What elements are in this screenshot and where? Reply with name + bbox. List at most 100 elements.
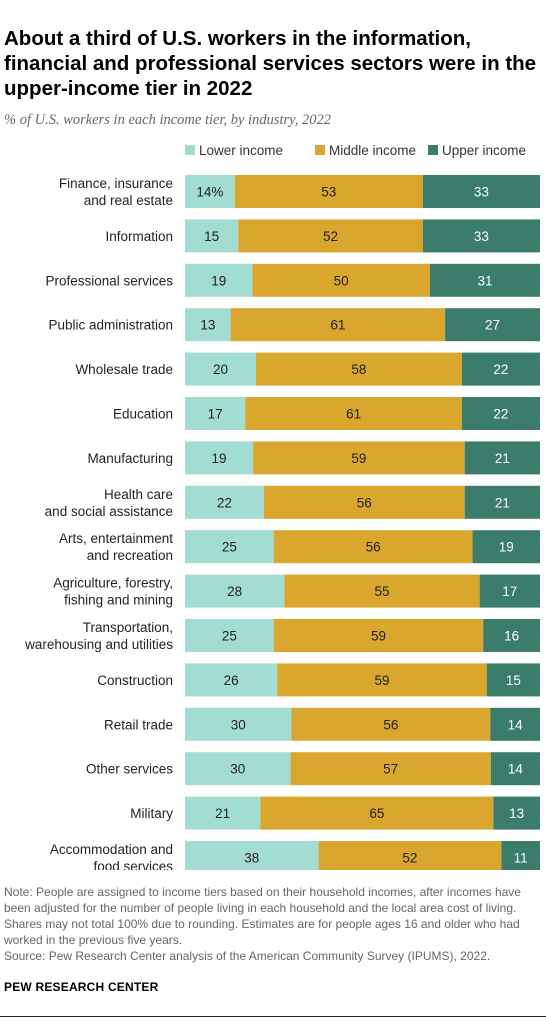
data-label: 57 — [383, 762, 398, 777]
data-label: 56 — [383, 717, 398, 732]
category-label: Finance, insurance and real estate — [59, 176, 173, 208]
bar-segment-middle-income — [318, 841, 502, 870]
bar-segment-lower-income — [185, 841, 319, 870]
bar-segment-lower-income — [185, 352, 256, 386]
bar-segment-middle-income — [263, 485, 465, 519]
bar-segment-lower-income — [185, 707, 292, 741]
chart-subtitle: % of U.S. workers in each income tier, b… — [4, 112, 332, 128]
data-label: 21 — [215, 806, 230, 821]
data-label: 16 — [504, 629, 519, 644]
data-label: 17 — [208, 407, 223, 422]
bar-segment-upper-income — [429, 263, 540, 297]
bar-segment-lower-income — [185, 619, 274, 652]
bar-segment-middle-income — [291, 707, 491, 741]
bar-segment-lower-income — [185, 796, 261, 830]
data-label: 33 — [474, 229, 489, 244]
bar-segment-lower-income — [185, 663, 278, 697]
bar-segment-middle-income — [245, 397, 462, 430]
bar-segment-upper-income — [472, 530, 540, 564]
bar-segment-middle-income — [230, 308, 446, 342]
data-label: 33 — [474, 185, 489, 200]
note-text: Note: People are assigned to income tier… — [4, 885, 521, 947]
bar-segment-middle-income — [252, 263, 430, 297]
bar-segment-lower-income — [185, 485, 264, 519]
data-label: 21 — [495, 495, 510, 510]
data-label: 52 — [323, 229, 338, 244]
bar-segment-lower-income — [185, 263, 253, 297]
data-label: 14% — [196, 185, 223, 200]
data-label: 61 — [346, 407, 361, 422]
bar-segment-upper-income — [464, 441, 540, 475]
data-label: 30 — [231, 717, 246, 732]
data-label: 22 — [493, 362, 508, 377]
stacked-bar-chart: Lower income Middle income Upper income Fin… — [24, 143, 540, 870]
data-label: 56 — [357, 495, 372, 510]
bar-segment-upper-income — [422, 175, 540, 208]
bar-segment-upper-income — [445, 308, 540, 342]
bar-segment-upper-income — [501, 841, 540, 870]
data-label: 53 — [321, 185, 336, 200]
data-label: 65 — [369, 806, 384, 821]
category-label: Accommodation and food services — [50, 842, 173, 870]
data-label: 22 — [493, 407, 508, 422]
bar-segment-middle-income — [277, 663, 487, 697]
bar-segment-middle-income — [260, 796, 494, 830]
legend-label-middle-income: Middle income — [329, 143, 416, 158]
data-label: 59 — [351, 451, 366, 466]
legend-swatch-upper-income — [428, 145, 438, 155]
category-label: Professional services — [45, 273, 173, 288]
category-label: Construction — [97, 673, 173, 688]
data-label: 55 — [375, 584, 390, 599]
legend-label-upper-income: Upper income — [442, 143, 526, 158]
legend-swatch-lower-income — [185, 145, 195, 155]
bar-segment-lower-income — [185, 530, 274, 564]
organization-name: PEW RESEARCH CENTER — [4, 980, 159, 994]
bar-segment-middle-income — [253, 441, 465, 475]
data-label: 25 — [222, 629, 237, 644]
data-label: 27 — [485, 318, 500, 333]
bar-segment-lower-income — [185, 397, 246, 430]
data-label: 38 — [244, 851, 259, 866]
data-label: 28 — [227, 584, 242, 599]
data-label: 50 — [334, 273, 349, 288]
bar-segment-upper-income — [483, 619, 540, 652]
data-label: 52 — [402, 851, 417, 866]
data-label: 19 — [211, 273, 226, 288]
legend-label-lower-income: Lower income — [199, 143, 283, 158]
data-label: 11 — [514, 851, 528, 866]
category-label: Military — [130, 806, 173, 821]
data-label: 56 — [366, 540, 381, 555]
data-label: 59 — [371, 629, 386, 644]
bar-segment-middle-income — [284, 574, 480, 608]
category-label: Health care and social assistance — [45, 487, 173, 519]
category-label: Transportation, warehousing and utilities — [24, 620, 173, 652]
data-label: 30 — [230, 762, 245, 777]
legend-swatch-middle-income — [315, 145, 325, 155]
category-label: Retail trade — [104, 717, 173, 732]
data-label: 21 — [495, 451, 510, 466]
bar-segment-lower-income — [185, 308, 231, 342]
category-label: Information — [105, 229, 173, 244]
bar-segment-upper-income — [461, 397, 540, 430]
data-label: 25 — [222, 540, 237, 555]
category-label: Arts, entertainment and recreation — [59, 531, 173, 563]
data-label: 20 — [213, 362, 228, 377]
bar-segment-middle-income — [234, 175, 423, 208]
data-label: 13 — [509, 806, 524, 821]
data-label: 15 — [506, 673, 521, 688]
data-label: 13 — [200, 318, 215, 333]
data-label: 61 — [330, 318, 345, 333]
bar-segment-upper-income — [422, 219, 540, 253]
bar-segment-upper-income — [490, 752, 540, 786]
bar-segment-upper-income — [490, 707, 540, 741]
bar-segment-lower-income — [185, 574, 285, 608]
chart-notes: Note: People are assigned to income tier… — [4, 884, 542, 964]
bottom-rule — [0, 1016, 546, 1017]
category-label: Manufacturing — [87, 451, 173, 466]
data-label: 15 — [204, 229, 219, 244]
data-label: 59 — [375, 673, 390, 688]
category-label: Other services — [86, 762, 173, 777]
bar-segment-upper-income — [461, 352, 540, 386]
category-label: Agriculture, forestry, fishing and mining — [53, 576, 173, 608]
data-label: 19 — [499, 540, 514, 555]
